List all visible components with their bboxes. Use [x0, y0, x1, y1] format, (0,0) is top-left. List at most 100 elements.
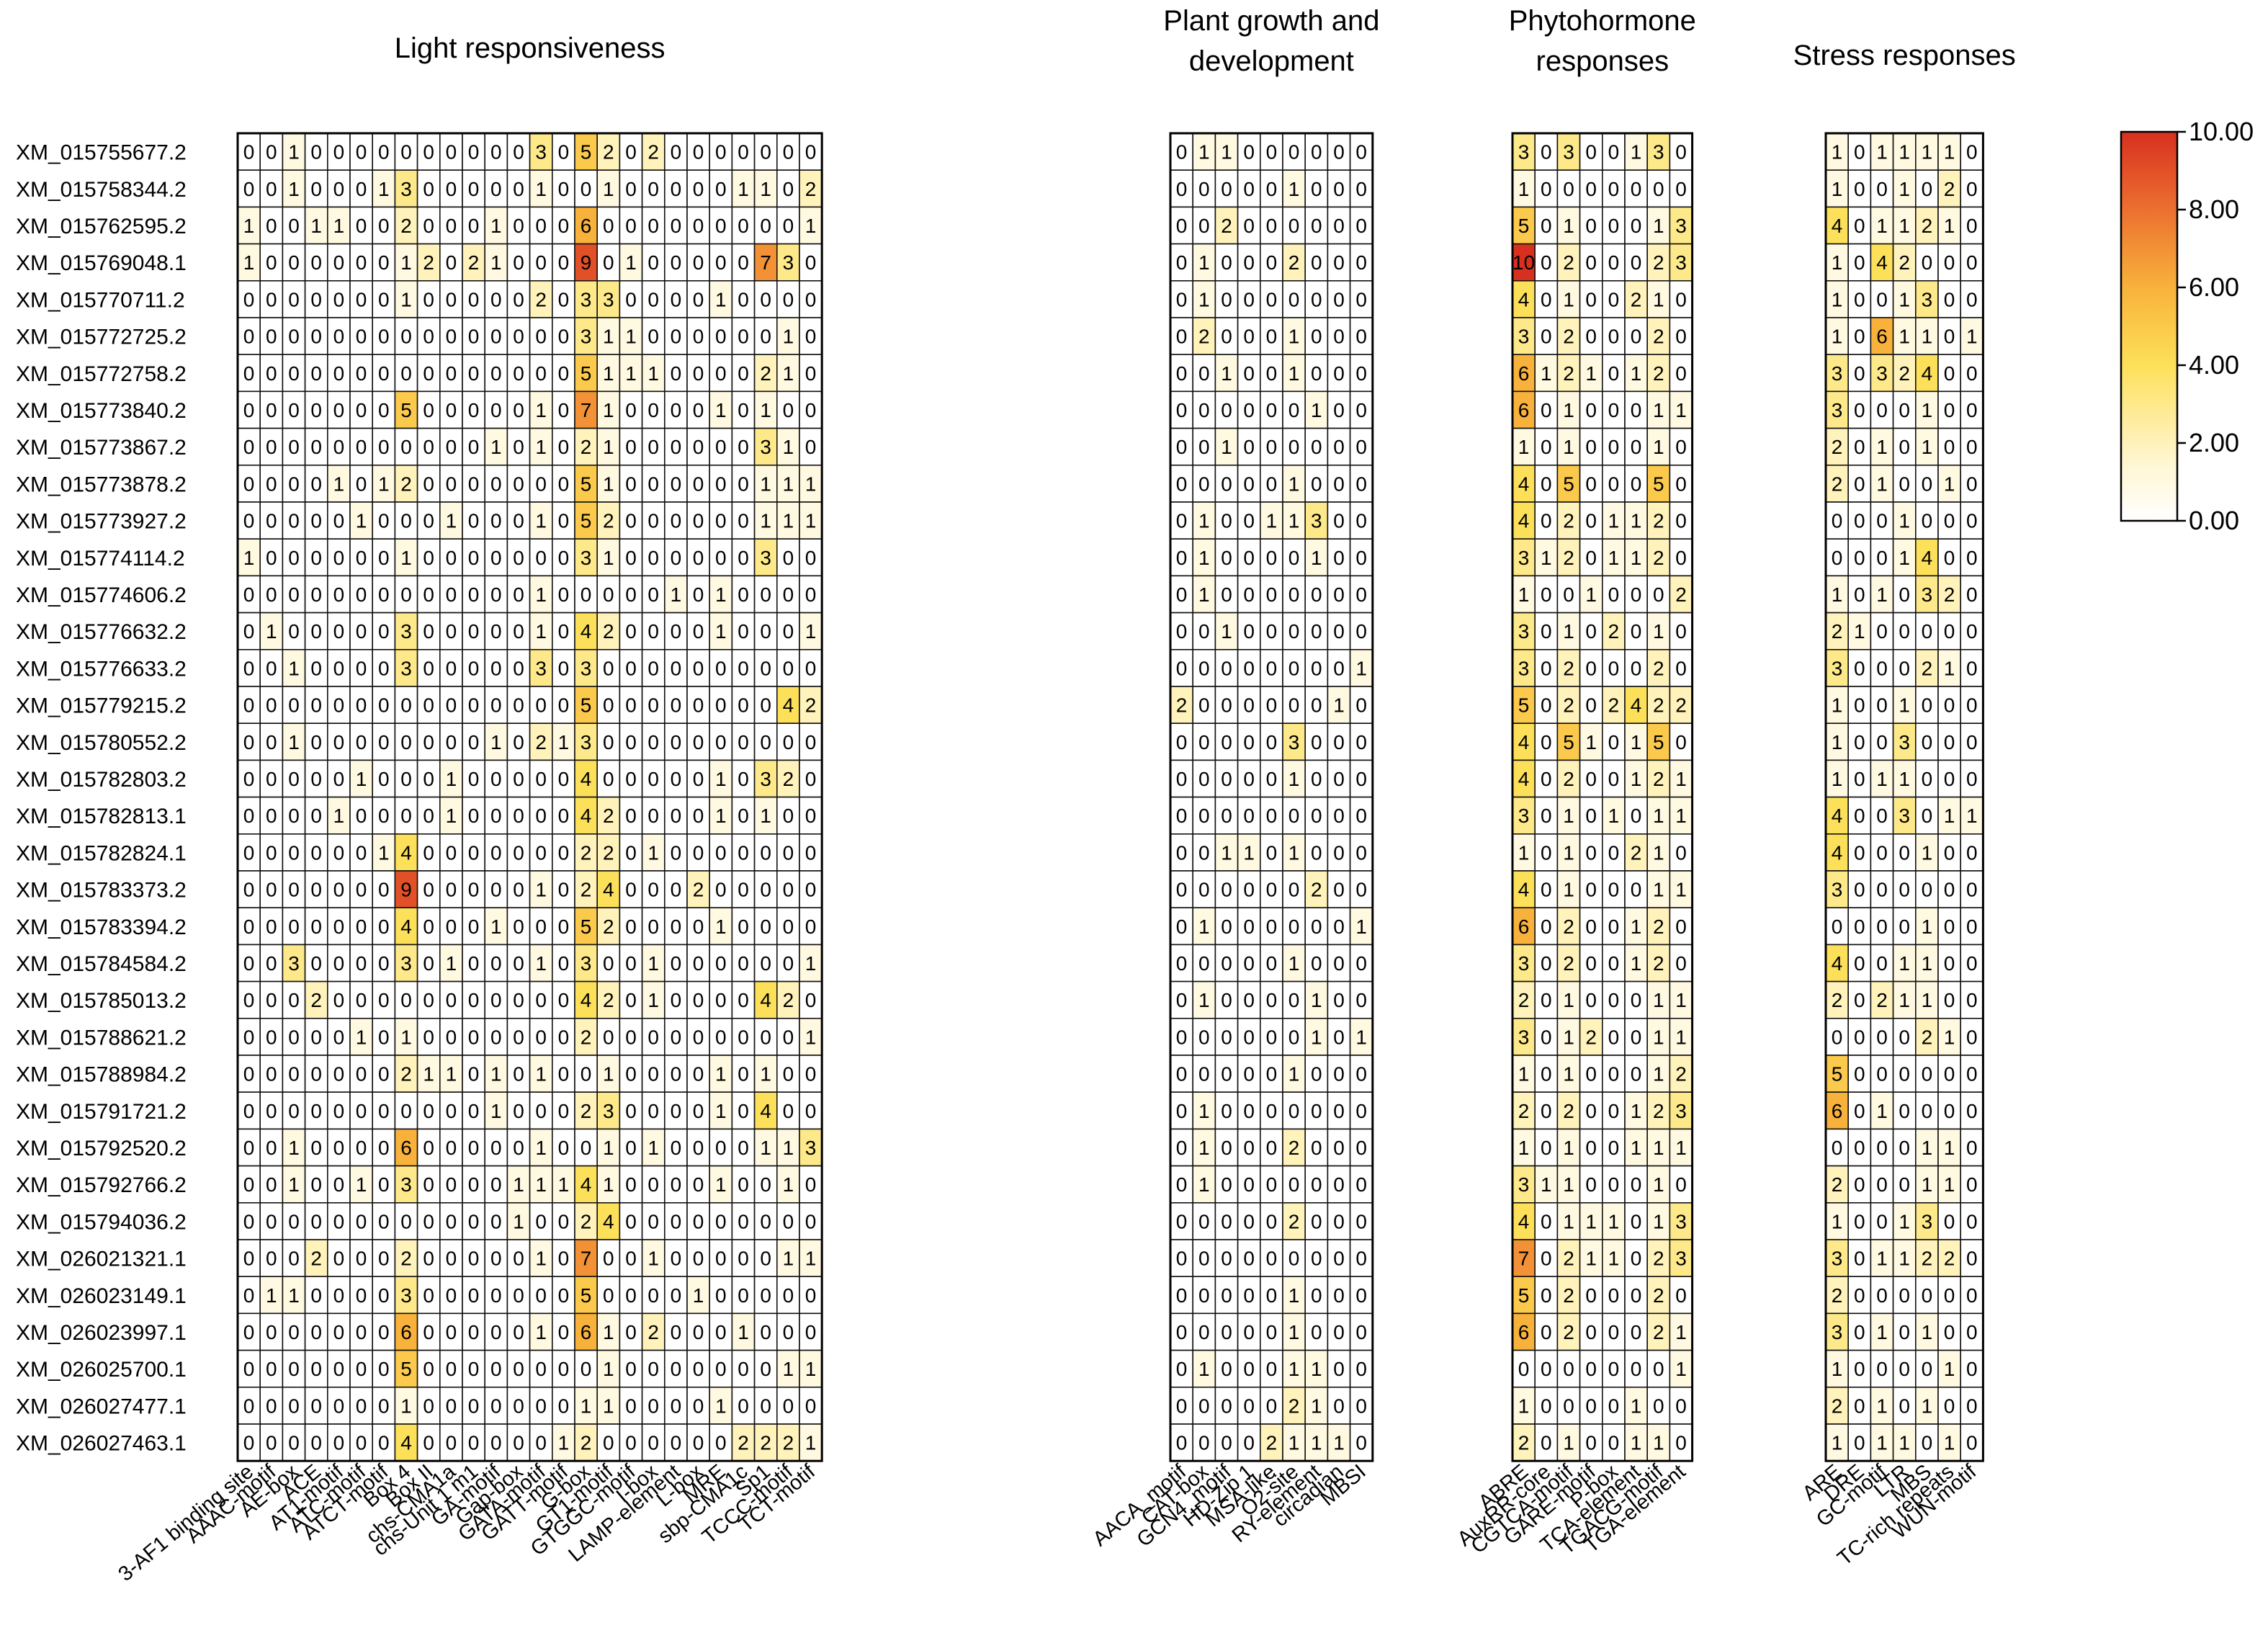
cell-value: 0 — [760, 657, 771, 679]
cell-value: 1 — [1288, 768, 1300, 790]
cell-value: 0 — [423, 326, 434, 348]
cell-value: 0 — [1944, 1210, 1955, 1232]
row-label: XM_026021321.1 — [16, 1248, 187, 1271]
cell-value: 0 — [1355, 141, 1367, 164]
cell-value: 0 — [693, 547, 704, 569]
heatmap-cell — [326, 538, 351, 577]
cell-value: 0 — [468, 694, 480, 717]
cell-value: 0 — [1221, 1026, 1232, 1048]
cell-value: 0 — [805, 141, 817, 164]
cell-value: 0 — [693, 1321, 704, 1343]
cell-value: 3 — [400, 1173, 412, 1196]
cell-value: 0 — [1608, 473, 1620, 495]
heatmap-cell — [484, 722, 508, 761]
cell-value: 1 — [266, 620, 277, 643]
heatmap-cell — [529, 206, 553, 245]
cell-value: 1 — [1876, 768, 1888, 790]
cell-value: 0 — [1355, 547, 1367, 569]
cell-value: 2 — [1518, 1432, 1530, 1454]
cell-value: 2 — [603, 805, 614, 827]
cell-value: 0 — [1288, 1248, 1300, 1270]
cell-value: 0 — [400, 768, 412, 790]
cell-value: 0 — [1899, 1137, 1910, 1159]
cell-value: 0 — [1176, 215, 1188, 237]
cell-value: 2 — [1944, 1248, 1955, 1270]
cell-value: 0 — [738, 399, 749, 421]
cell-value: 0 — [1243, 326, 1255, 348]
cell-value: 0 — [1585, 547, 1597, 569]
heatmap-cell — [304, 206, 328, 245]
cell-value: 0 — [1311, 952, 1322, 975]
cell-value: 4 — [1631, 694, 1642, 717]
cell-value: 0 — [693, 731, 704, 753]
heatmap-cell — [596, 538, 621, 577]
cell-value: 0 — [423, 1284, 434, 1307]
row-label: XM_015769048.1 — [16, 251, 187, 275]
cell-value: 0 — [1854, 473, 1865, 495]
cell-value: 0 — [1966, 178, 1978, 200]
cell-value: 0 — [647, 694, 659, 717]
cell-value: 0 — [310, 326, 322, 348]
cell-value: 1 — [535, 178, 547, 200]
cell-value: 1 — [1876, 1100, 1888, 1122]
cell-value: 0 — [1311, 1063, 1322, 1086]
cell-value: 0 — [1266, 362, 1278, 385]
cell-value: 0 — [1311, 657, 1322, 679]
cell-value: 0 — [423, 362, 434, 385]
cell-value: 0 — [513, 1100, 524, 1122]
cell-value: 0 — [1876, 841, 1888, 864]
cell-value: 0 — [693, 251, 704, 274]
cell-value: 3 — [1675, 1248, 1687, 1270]
cell-value: 1 — [1876, 583, 1888, 606]
cell-value: 0 — [378, 989, 390, 1011]
cell-value: 0 — [1243, 952, 1255, 975]
cell-value: 3 — [400, 952, 412, 975]
cell-value: 0 — [625, 583, 637, 606]
heatmap-cell — [663, 390, 688, 429]
cell-value: 0 — [1631, 1210, 1642, 1232]
cell-value: 0 — [1631, 1358, 1642, 1380]
row-label: XM_015783394.2 — [16, 916, 187, 939]
cell-value: 0 — [1608, 1137, 1620, 1159]
cell-value: 0 — [693, 657, 704, 679]
cell-value: 0 — [1585, 1284, 1597, 1307]
cell-value: 0 — [1198, 436, 1210, 458]
cell-value: 2 — [1563, 916, 1574, 938]
heatmap-cell — [753, 464, 778, 503]
cell-value: 0 — [266, 473, 277, 495]
cell-value: 3 — [1518, 805, 1530, 827]
cell-value: 2 — [1288, 1210, 1300, 1232]
cell-value: 0 — [693, 362, 704, 385]
heatmap-cell — [529, 538, 553, 577]
cell-value: 0 — [490, 1210, 502, 1232]
cell-value: 0 — [1585, 879, 1597, 901]
cell-value: 0 — [760, 1358, 771, 1380]
cell-value: 0 — [243, 326, 255, 348]
heatmap-cell — [551, 317, 575, 356]
cell-value: 3 — [1675, 1100, 1687, 1122]
cell-value: 0 — [243, 362, 255, 385]
cell-value: 0 — [333, 251, 345, 274]
cell-value: 1 — [1288, 326, 1300, 348]
cell-value: 0 — [581, 1137, 592, 1159]
cell-value: 1 — [288, 731, 300, 753]
cell-value: 3 — [760, 768, 771, 790]
heatmap-cell — [506, 686, 531, 725]
heatmap-cell — [529, 390, 553, 429]
cell-value: 0 — [243, 731, 255, 753]
cell-value: 2 — [1563, 694, 1574, 717]
cell-value: 0 — [333, 768, 345, 790]
cell-value: 1 — [535, 1248, 547, 1270]
cell-value: 0 — [356, 657, 367, 679]
cell-value: 1 — [783, 1358, 794, 1380]
cell-value: 0 — [1541, 399, 1552, 421]
cell-value: 0 — [513, 694, 524, 717]
cell-value: 0 — [356, 879, 367, 901]
cell-value: 2 — [1653, 1100, 1664, 1122]
cell-value: 0 — [603, 694, 614, 717]
cell-value: 2 — [603, 989, 614, 1011]
cell-value: 0 — [1922, 694, 1933, 717]
cell-value: 0 — [1631, 178, 1642, 200]
cell-value: 0 — [1355, 436, 1367, 458]
cell-value: 0 — [1333, 1321, 1345, 1343]
